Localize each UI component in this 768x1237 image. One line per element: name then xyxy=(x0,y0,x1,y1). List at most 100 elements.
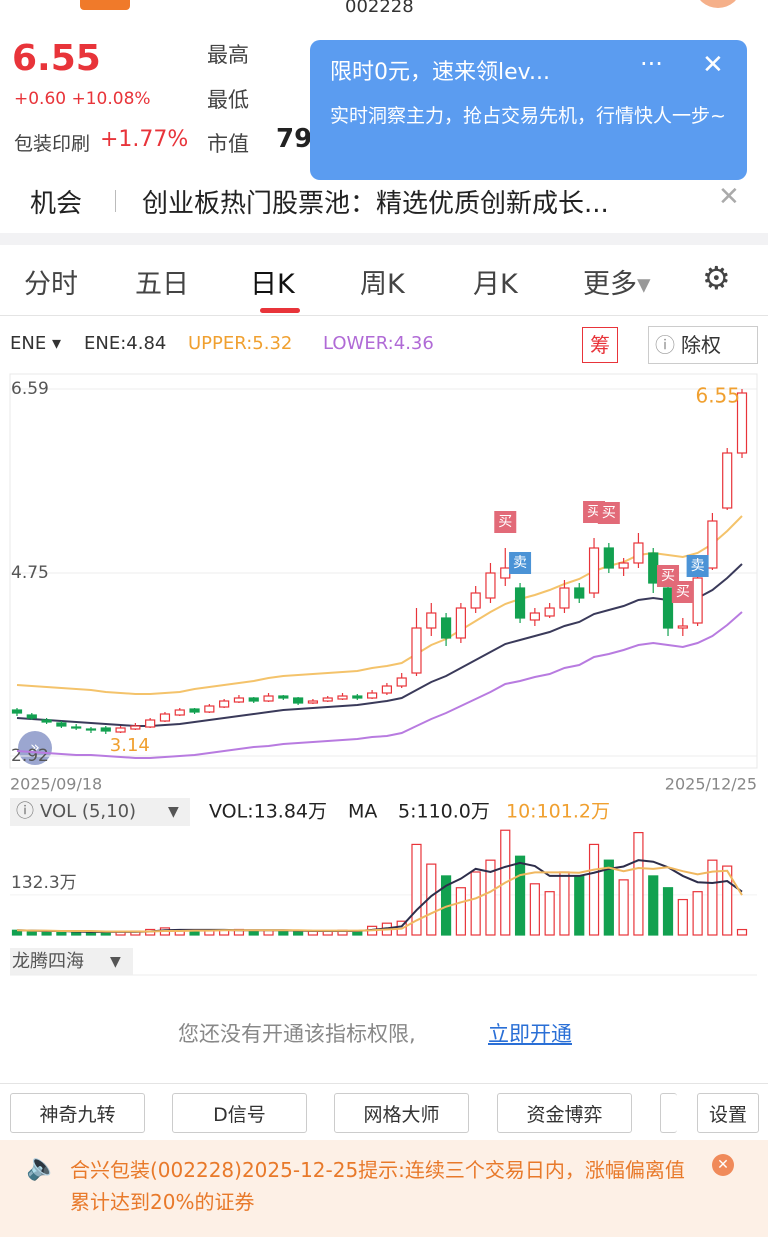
candle-body xyxy=(322,697,333,702)
volume-bar xyxy=(559,871,570,936)
popup[interactable]: 限时0元，速来领lev... ··· ✕ 实时洞察主力，抢占交易先机，行情快人一… xyxy=(310,40,747,180)
chip-button[interactable]: 筹 xyxy=(582,327,618,363)
button[interactable]: 网格大师 xyxy=(334,1093,469,1133)
candle-body xyxy=(56,722,67,727)
candle-body xyxy=(26,714,37,719)
candle-body xyxy=(426,612,437,629)
tab[interactable]: 周K xyxy=(360,269,405,300)
ma-label: MA xyxy=(348,801,377,823)
volume-bar xyxy=(574,875,585,936)
alert-close[interactable]: ✕ xyxy=(712,1154,734,1176)
button[interactable] xyxy=(660,1093,677,1133)
price-frame xyxy=(9,373,758,769)
volume-bar xyxy=(470,871,481,936)
candle-body xyxy=(263,695,274,702)
change: +0.60 +10.08% xyxy=(14,89,151,109)
sector[interactable]: 包装印刷 xyxy=(14,133,91,155)
button[interactable]: 设置 xyxy=(697,1093,759,1133)
button[interactable]: 神奇九转 xyxy=(10,1093,145,1133)
signal-label: 买 xyxy=(587,504,601,520)
volume-bar xyxy=(588,843,600,936)
adjust-button[interactable]: ⓘ 除权 xyxy=(648,326,758,364)
sub-selector[interactable] xyxy=(10,948,133,975)
candle-body xyxy=(100,727,111,732)
volume-bar xyxy=(648,875,659,936)
vol-value: VOL:13.84万 xyxy=(209,801,327,823)
candle-body xyxy=(71,726,82,729)
candle-body xyxy=(677,625,688,629)
candle-body xyxy=(455,607,466,639)
candle-body xyxy=(85,728,97,731)
popup-close[interactable]: ✕ xyxy=(702,50,724,80)
tab[interactable]: 月K xyxy=(473,269,518,300)
volume-bar xyxy=(485,859,496,936)
indicator-line xyxy=(16,515,743,695)
volume-bar xyxy=(736,928,748,936)
y-tick-label: 4.75 xyxy=(11,563,49,583)
tab[interactable]: 五日 xyxy=(135,269,189,300)
tab[interactable]: 更多▾ xyxy=(583,269,651,300)
signal-label: 买 xyxy=(661,568,675,584)
notice: 您还没有开通该指标权限, xyxy=(178,1022,416,1046)
volume-bar xyxy=(248,930,259,936)
signal-label: 卖 xyxy=(513,555,527,571)
volume-bar xyxy=(544,891,555,936)
tab[interactable]: 日K xyxy=(250,269,295,300)
signal-box xyxy=(509,552,532,574)
volume-ma-line xyxy=(16,866,743,933)
divider xyxy=(0,1083,768,1084)
sector-change: +1.77% xyxy=(100,127,189,152)
candle-body xyxy=(603,547,614,569)
cap-value: 79 xyxy=(276,124,313,154)
volume-bar xyxy=(293,930,304,936)
candle-body xyxy=(145,719,156,728)
button[interactable]: 资金博弈 xyxy=(497,1093,632,1133)
volume-bar xyxy=(707,859,718,936)
candle-body xyxy=(736,392,748,454)
candle-body xyxy=(411,627,422,674)
open-link[interactable]: 立即开通 xyxy=(488,1022,572,1046)
candle-body xyxy=(396,677,407,687)
button[interactable]: D信号 xyxy=(172,1093,307,1133)
volume-bar xyxy=(529,883,540,936)
ticker-close[interactable]: ✕ xyxy=(718,182,740,212)
indicator-name[interactable]: ENE ▾ xyxy=(10,333,61,354)
divider xyxy=(0,315,768,316)
candle-body xyxy=(204,705,215,713)
avatar[interactable] xyxy=(696,0,740,8)
badge xyxy=(80,0,130,10)
volume-bar xyxy=(722,865,733,936)
candle-body xyxy=(588,547,600,594)
signal-label: 买 xyxy=(602,505,616,521)
candle-body xyxy=(440,617,452,639)
settings-gear[interactable]: ⚙ xyxy=(702,259,731,297)
popup-more[interactable]: ··· xyxy=(640,50,663,78)
volume-bar xyxy=(662,887,674,936)
indicator-line xyxy=(16,611,743,759)
signal-label: 买 xyxy=(676,584,690,600)
volume-bar xyxy=(633,832,644,936)
candle-body xyxy=(189,708,200,713)
ticker-text[interactable]: 创业板热门股票池：精选优质创新成长... xyxy=(142,189,609,219)
ticker-tag: 机会 xyxy=(30,189,83,219)
candle-body xyxy=(381,685,392,694)
signal-box xyxy=(686,555,709,577)
candle-body xyxy=(11,709,23,714)
high-label: 最高 xyxy=(207,43,249,67)
candle-body xyxy=(648,552,659,584)
volume-bar xyxy=(411,843,422,936)
vol-selector[interactable] xyxy=(10,798,190,826)
volume-bar xyxy=(278,930,289,936)
price: 6.55 xyxy=(12,38,101,79)
tab[interactable]: 分时 xyxy=(24,269,78,300)
alert-bar: 🔈 合兴包装(002228)2025-12-25提示:连续三个交易日内，涨幅偏离… xyxy=(0,1140,768,1237)
candle-body xyxy=(485,572,496,599)
volume-bar xyxy=(514,855,526,936)
indicator-name-text: ENE xyxy=(10,333,47,354)
candle-body xyxy=(707,520,718,569)
signal-label: 买 xyxy=(498,514,512,530)
candle-body xyxy=(130,725,141,730)
upper-value: UPPER:5.32 xyxy=(188,333,293,354)
low-label: 最低 xyxy=(207,88,249,112)
candle-body xyxy=(219,700,230,708)
